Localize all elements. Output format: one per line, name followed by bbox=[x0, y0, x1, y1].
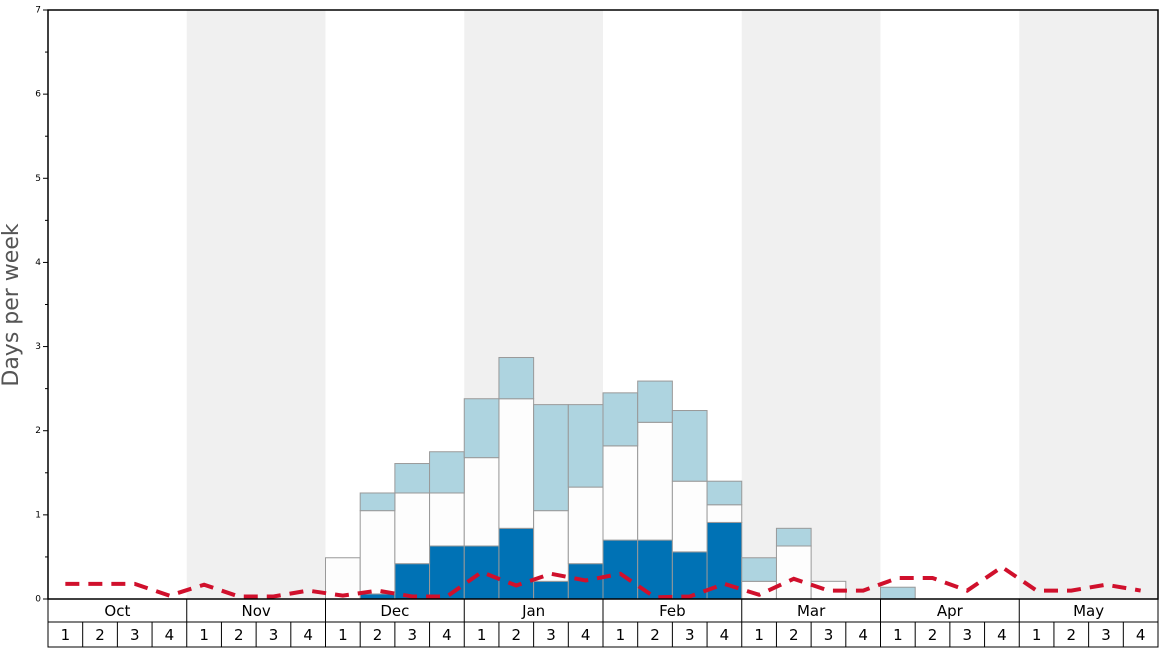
bar-segment bbox=[602, 445, 639, 541]
bar-segment bbox=[671, 410, 708, 482]
x-tick-label: 1 bbox=[754, 626, 764, 644]
line-series bbox=[65, 564, 1141, 600]
x-tick-label: 2 bbox=[1067, 626, 1077, 644]
bar-segment bbox=[671, 551, 708, 600]
x-tick-label: 4 bbox=[442, 626, 452, 644]
bar-segment bbox=[429, 492, 465, 547]
x-tick-label: 2 bbox=[234, 626, 244, 644]
x-tick-label: 1 bbox=[1032, 626, 1042, 644]
bar-segment bbox=[359, 510, 396, 595]
bar-segment bbox=[533, 510, 569, 582]
x-tick-label: 2 bbox=[512, 626, 522, 644]
x-tick-label: 3 bbox=[546, 626, 556, 644]
month-band bbox=[1019, 10, 1158, 599]
x-tick-label: 1 bbox=[338, 626, 348, 644]
x-tick-label: 4 bbox=[858, 626, 868, 644]
y-tick-label: 6 bbox=[35, 90, 41, 100]
bar-segment bbox=[637, 380, 673, 423]
x-tick-label: 4 bbox=[581, 626, 591, 644]
bar-segment bbox=[567, 404, 604, 488]
bar-segment bbox=[880, 586, 916, 600]
bar-segment bbox=[359, 593, 396, 600]
bar-segment bbox=[463, 398, 500, 459]
bar-segment bbox=[533, 404, 569, 512]
x-tick-label: 2 bbox=[95, 626, 105, 644]
x-tick-label: 2 bbox=[373, 626, 383, 644]
x-tick-label: 2 bbox=[928, 626, 938, 644]
bar-segment bbox=[671, 480, 708, 553]
bar-segment bbox=[567, 486, 604, 565]
month-label: Mar bbox=[797, 602, 826, 620]
month-label: Oct bbox=[104, 602, 130, 620]
bar-segment bbox=[706, 480, 743, 506]
bar-segment bbox=[741, 557, 777, 582]
y-tick-label: 5 bbox=[35, 174, 41, 184]
bar-segment bbox=[394, 492, 431, 565]
bar-segment bbox=[637, 421, 673, 541]
y-axis-label: Days per week bbox=[0, 223, 24, 386]
month-label: May bbox=[1073, 602, 1104, 620]
y-tick-label: 0 bbox=[35, 595, 41, 605]
month-label: Nov bbox=[241, 602, 270, 620]
bar-segment bbox=[394, 563, 431, 600]
y-tick-label: 4 bbox=[35, 258, 41, 268]
y-tick-label: 1 bbox=[35, 510, 41, 520]
bar-segment bbox=[463, 545, 500, 600]
x-tick-label: 3 bbox=[1101, 626, 1111, 644]
x-tick-label: 3 bbox=[130, 626, 140, 644]
x-tick-label: 1 bbox=[616, 626, 626, 644]
x-tick-label: 2 bbox=[789, 626, 799, 644]
y-tick-label: 2 bbox=[35, 426, 41, 436]
x-tick-label: 3 bbox=[962, 626, 972, 644]
bar-segment bbox=[359, 492, 396, 512]
x-tick-label: 4 bbox=[997, 626, 1007, 644]
x-tick-label: 4 bbox=[303, 626, 313, 644]
bar-segment bbox=[394, 463, 431, 494]
y-tick-label: 7 bbox=[35, 6, 41, 16]
bar-segment bbox=[429, 545, 465, 600]
bar-segment bbox=[498, 398, 535, 529]
x-tick-label: 3 bbox=[407, 626, 417, 644]
y-tick-label: 3 bbox=[35, 342, 41, 352]
x-tick-label: 1 bbox=[893, 626, 903, 644]
bar-segment bbox=[775, 527, 812, 547]
month-band bbox=[741, 10, 881, 599]
x-tick-label: 4 bbox=[720, 626, 730, 644]
bar-segment bbox=[602, 392, 639, 447]
x-tick-label: 3 bbox=[824, 626, 834, 644]
x-tick-label: 3 bbox=[685, 626, 695, 644]
month-label: Apr bbox=[937, 602, 964, 620]
x-tick-label: 2 bbox=[650, 626, 660, 644]
bar-segment bbox=[706, 504, 743, 523]
bar-segment bbox=[498, 527, 535, 600]
bar-segment bbox=[775, 545, 812, 600]
bar-segment bbox=[325, 557, 361, 600]
month-label: Feb bbox=[659, 602, 686, 620]
month-label: Dec bbox=[380, 602, 409, 620]
bar-segment bbox=[429, 451, 465, 494]
x-tick-label: 4 bbox=[165, 626, 175, 644]
bar-segment bbox=[533, 580, 569, 600]
bar-segment bbox=[463, 457, 500, 547]
x-tick-label: 4 bbox=[1136, 626, 1146, 644]
x-tick-label: 1 bbox=[199, 626, 209, 644]
month-band bbox=[186, 10, 326, 599]
bar-segment bbox=[498, 357, 535, 400]
bar-segment bbox=[602, 539, 639, 600]
x-tick-label: 1 bbox=[61, 626, 71, 644]
x-tick-label: 3 bbox=[269, 626, 279, 644]
month-label: Jan bbox=[521, 602, 545, 620]
x-tick-label: 1 bbox=[477, 626, 487, 644]
